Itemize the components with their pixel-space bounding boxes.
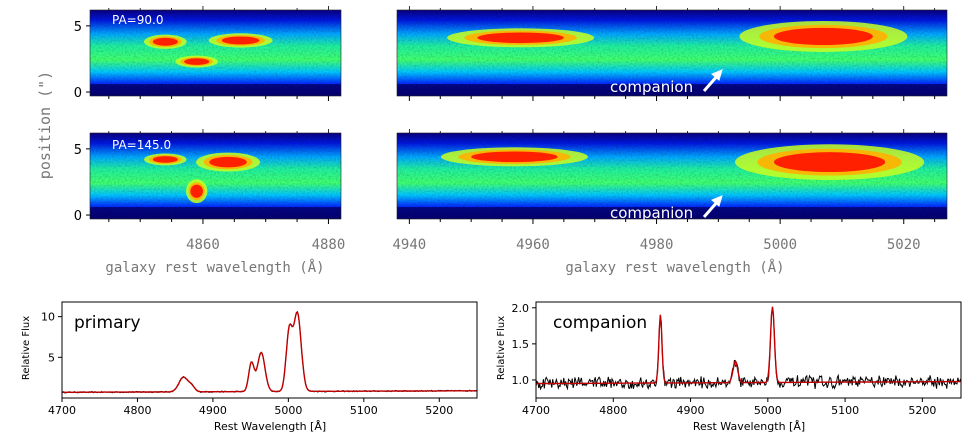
companion-ylabel: Relative Flux <box>496 316 507 380</box>
spectrum-companion-spectrum: 4700 4800 4900 5000 5100 5200 1.0 1.5 2.0 <box>512 301 962 417</box>
position-axis-label: position (") <box>36 71 54 179</box>
emission-blob <box>175 55 219 68</box>
heatmap-frame <box>89 132 342 220</box>
x-tick-label: 4880 <box>312 237 346 253</box>
x-tick-label: 5100 <box>831 404 859 417</box>
x-tick-label: 5000 <box>274 404 302 417</box>
x-tick-label: 4700 <box>48 404 76 417</box>
heatmap-frame <box>396 9 948 97</box>
model-series-line <box>62 310 477 393</box>
x-tick-label: 4980 <box>640 237 674 253</box>
emission-blob <box>440 147 588 167</box>
emission-blob <box>143 34 187 49</box>
y-tick-label: 0 <box>74 86 82 101</box>
primary-xlabel: Rest Wavelength [Å] <box>214 420 326 433</box>
x-tick-label: 5100 <box>350 404 378 417</box>
primary-title: primary <box>74 313 141 333</box>
y-tick-label: 5 <box>74 143 82 158</box>
x-tick-label: 4860 <box>186 237 220 253</box>
x-tick-label: 5000 <box>763 237 797 253</box>
galaxy-wavelength-label-right: galaxy rest wavelength (Å) <box>565 259 784 276</box>
heatmap-panel-2d-spectrum-hbeta-pa145: 0 5 4860 4880 <box>74 129 346 253</box>
model-series-line <box>536 306 961 385</box>
pa-90-label: PA=90.0 <box>112 13 163 27</box>
companion-label-bottom: companion <box>610 204 693 222</box>
x-tick-label: 5200 <box>425 404 453 417</box>
x-tick-label: 4800 <box>599 404 627 417</box>
emission-blob <box>186 179 208 204</box>
x-tick-label: 4900 <box>677 404 705 417</box>
emission-blob <box>208 33 273 48</box>
spectra-plots: 4700 4800 4900 5000 5100 5200 5 10 4700 4800 4900 5… <box>41 301 962 417</box>
heatmap-frame <box>89 9 342 97</box>
y-tick-label: 0 <box>74 209 82 224</box>
companion-arrow-top <box>702 69 723 92</box>
x-tick-label: 4900 <box>199 404 227 417</box>
emission-blob <box>739 20 908 52</box>
spectrum-frame <box>535 301 962 399</box>
pa-145-label: PA=145.0 <box>112 138 171 152</box>
companion-title: companion <box>553 313 647 333</box>
x-tick-label: 5000 <box>754 404 782 417</box>
heatmap-frame <box>396 132 948 220</box>
x-tick-label: 4700 <box>522 404 550 417</box>
heatmap-panel-2d-spectrum-hbeta-pa90: 05 <box>74 6 342 101</box>
y-tick-label: 5 <box>48 351 55 364</box>
x-tick-label: 4940 <box>393 237 427 253</box>
y-tick-label: 1.5 <box>512 338 530 351</box>
heatmap-panel-2d-spectrum-oiii-pa145: 4940 4960 4980 5000 5020 <box>393 129 948 253</box>
x-tick-label: 4800 <box>123 404 151 417</box>
heatmap-panel-2d-spectrum-oiii-pa90 <box>396 6 948 101</box>
emission-blob <box>447 28 595 48</box>
heatmap-noise <box>90 133 341 219</box>
heatmap-noise <box>90 10 341 96</box>
x-tick-label: 5200 <box>908 404 936 417</box>
y-tick-label: 1.0 <box>512 374 530 387</box>
spectrum-frame <box>61 301 478 399</box>
y-tick-label: 10 <box>41 311 55 324</box>
y-tick-label: 5 <box>74 20 82 35</box>
emission-blob <box>143 153 187 166</box>
companion-arrow-bottom <box>702 195 723 218</box>
x-tick-label: 5020 <box>887 237 921 253</box>
spectrum-primary-spectrum: 4700 4800 4900 5000 5100 5200 5 10 <box>41 301 478 417</box>
emission-blob <box>735 144 925 180</box>
y-tick-label: 2.0 <box>512 302 530 315</box>
galaxy-wavelength-label-left: galaxy rest wavelength (Å) <box>105 259 324 276</box>
primary-ylabel: Relative Flux <box>21 316 32 380</box>
x-tick-label: 4960 <box>516 237 550 253</box>
companion-xlabel: Rest Wavelength [Å] <box>693 420 805 433</box>
companion-label-top: companion <box>610 78 693 96</box>
emission-blob <box>196 152 261 172</box>
